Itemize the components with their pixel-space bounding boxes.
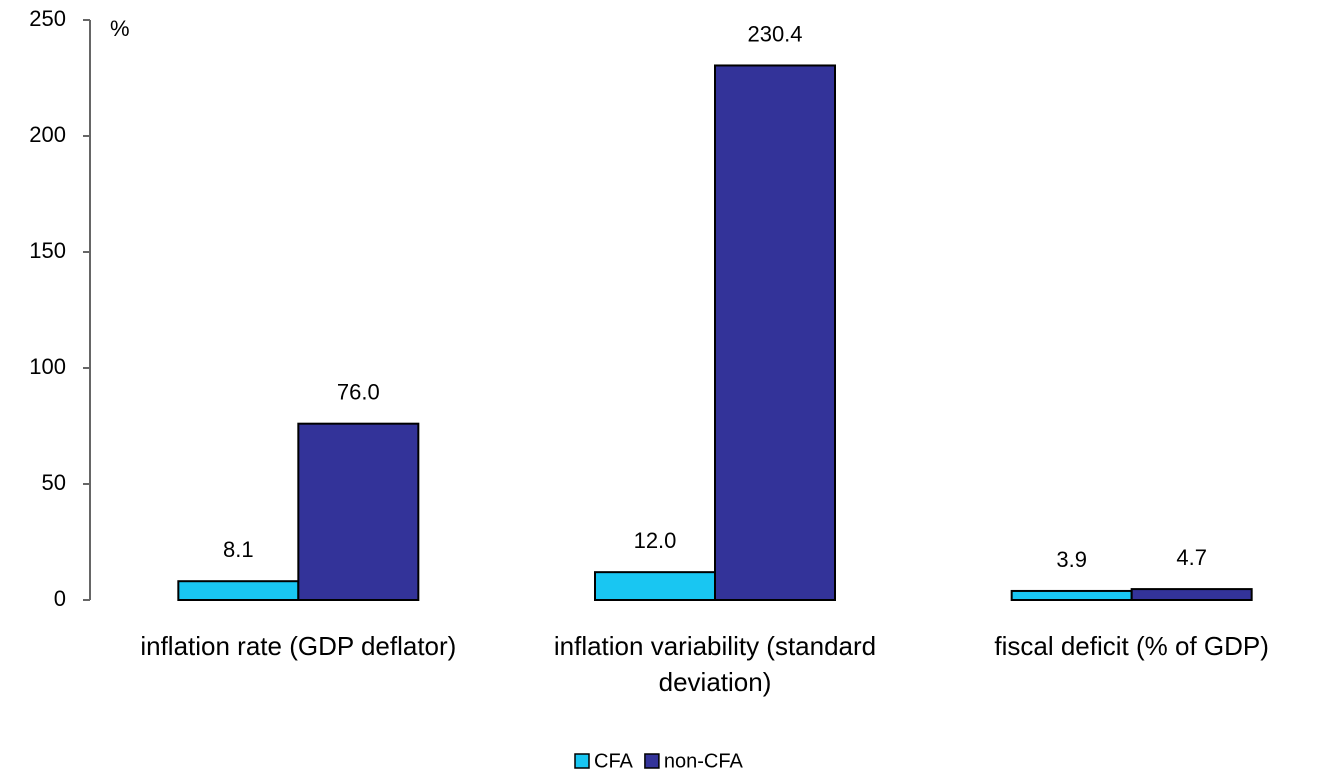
value-label: 12.0 [634, 528, 677, 553]
legend-swatch [574, 753, 590, 769]
value-label: 3.9 [1056, 547, 1087, 572]
legend-label: CFA [594, 750, 634, 772]
x-tick-label: inflation variability (standard deviatio… [553, 631, 877, 697]
value-label: 8.1 [223, 537, 254, 562]
bar [297, 422, 420, 601]
y-tick-label: 100 [29, 354, 66, 379]
bar [1130, 588, 1253, 602]
y-tick-label: 150 [29, 238, 66, 263]
bar [1010, 589, 1133, 602]
y-tick-label: 200 [29, 122, 66, 147]
value-label: 4.7 [1176, 545, 1207, 570]
y-tick-label: 250 [29, 6, 66, 31]
y-tick-label: 0 [54, 586, 66, 611]
bar [714, 64, 836, 602]
value-label: 230.4 [747, 21, 802, 46]
x-tick-label: fiscal deficit (% of GDP) [994, 631, 1269, 661]
x-tick-label: inflation rate (GDP deflator) [140, 631, 457, 661]
y-axis-unit: % [110, 16, 130, 41]
legend-label: non-CFA [664, 750, 744, 772]
value-label: 76.0 [337, 379, 380, 404]
y-tick-label: 50 [42, 470, 66, 495]
bar [177, 580, 300, 602]
legend-swatch [644, 753, 660, 769]
bar [594, 571, 716, 601]
